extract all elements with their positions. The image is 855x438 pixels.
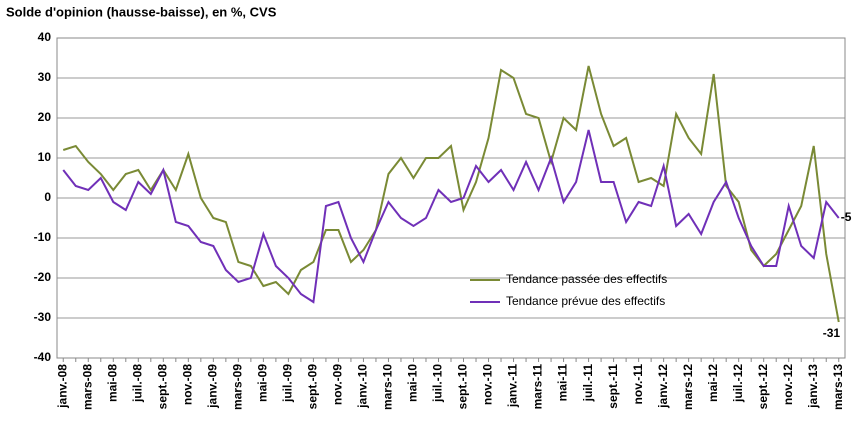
x-tick-label: janv.-09 [206,364,220,409]
x-tick-label: mars-09 [231,364,245,410]
x-tick-label: mars-08 [80,364,94,410]
x-tick-label: mars-12 [681,364,695,410]
x-tick-label: nov.-10 [481,364,495,405]
y-tick-label: 40 [38,30,52,44]
x-tick-label: nov.-12 [781,364,795,405]
x-tick-label: mars-10 [381,364,395,410]
x-tick-label: janv.-11 [506,364,520,408]
x-tick-label: juil.-12 [731,364,745,403]
data-label: -5 [841,210,852,224]
x-tick-label: juil.-10 [431,364,445,403]
x-tick-label: janv.-10 [356,364,370,409]
x-tick-label: sept.-09 [306,364,320,410]
data-label: -31 [823,326,841,340]
y-tick-label: -10 [34,230,52,244]
series-line [62,65,840,323]
x-tick-label: mai-11 [556,364,570,402]
x-tick-label: nov.-08 [181,364,195,405]
legend-label: Tendance prévue des effectifs [506,294,665,308]
x-tick-label: mars-13 [831,364,845,410]
x-tick-label: mai-09 [256,364,270,402]
x-tick-label: juil.-11 [581,364,595,403]
x-tick-label: mai-12 [706,364,720,402]
x-tick-label: nov.-11 [631,364,645,405]
x-tick-label: nov.-09 [331,364,345,405]
x-tick-label: janv.-13 [806,364,820,409]
x-tick-label: mai-08 [105,364,119,402]
y-tick-label: 10 [38,150,52,164]
x-tick-label: juil.-09 [281,364,295,403]
series-line [62,129,840,304]
x-tick-label: janv.-12 [656,364,670,409]
y-tick-label: -20 [34,270,52,284]
x-tick-label: mars-11 [531,364,545,410]
y-tick-label: 0 [44,190,51,204]
x-tick-label: mai-10 [406,364,420,402]
x-tick-label: juil.-08 [130,364,144,403]
chart-title: Solde d'opinion (hausse-baisse), en %, C… [6,4,277,19]
x-tick-label: sept.-11 [606,364,620,409]
x-tick-label: sept.-10 [456,364,470,410]
legend-label: Tendance passée des effectifs [506,272,667,286]
x-tick-label: sept.-08 [155,364,169,410]
x-tick-label: janv.-08 [55,364,69,409]
y-tick-label: 20 [38,110,52,124]
x-tick-label: sept.-12 [756,364,770,410]
y-tick-label: 30 [38,70,52,84]
y-tick-label: -30 [34,310,52,324]
y-tick-label: -40 [34,350,52,364]
